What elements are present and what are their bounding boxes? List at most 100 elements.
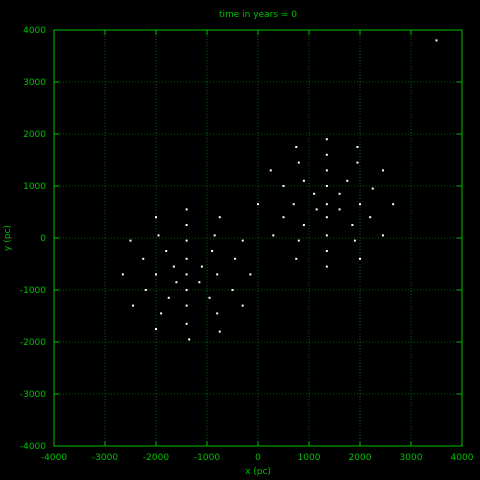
data-point-22: [315, 208, 318, 211]
data-point-45: [185, 239, 188, 242]
x-tick-label-6: 2000: [349, 453, 372, 463]
data-point-34: [325, 250, 328, 252]
data-point-39: [155, 216, 157, 219]
data-point-43: [213, 234, 216, 237]
data-point-6: [356, 161, 359, 164]
data-point-3: [295, 146, 298, 148]
y-tick-label-5: 1000: [23, 182, 46, 192]
x-tick-label-2: -2000: [143, 453, 169, 463]
x-tick-label-8: 4000: [451, 453, 474, 463]
data-point-30: [325, 234, 328, 237]
data-point-21: [392, 203, 395, 206]
data-point-17: [257, 203, 259, 206]
data-point-69: [160, 312, 163, 315]
x-tick-label-1: -3000: [92, 453, 118, 463]
data-point-12: [282, 185, 285, 187]
y-tick-label-4: 0: [40, 234, 46, 244]
data-points: [121, 39, 438, 341]
data-point-49: [142, 257, 145, 260]
data-point-36: [359, 257, 361, 260]
data-point-58: [249, 273, 252, 276]
x-tick-label-4: 0: [255, 453, 261, 463]
data-point-72: [155, 328, 157, 330]
data-point-33: [353, 239, 356, 242]
data-point-19: [325, 203, 328, 206]
y-tick-label-0: -4000: [20, 442, 46, 452]
data-point-20: [359, 203, 361, 206]
x-axis-label: x (pc): [245, 467, 271, 477]
data-point-11: [346, 179, 349, 182]
data-point-66: [132, 304, 135, 307]
data-point-1: [325, 138, 328, 141]
data-point-46: [241, 239, 244, 242]
data-point-64: [167, 296, 170, 299]
data-point-56: [185, 273, 188, 276]
data-point-57: [216, 273, 219, 276]
data-point-18: [292, 203, 295, 206]
data-point-44: [129, 239, 132, 242]
data-point-10: [302, 179, 305, 182]
data-point-15: [313, 192, 316, 195]
data-point-60: [198, 281, 201, 284]
data-point-48: [211, 250, 214, 252]
y-tick-label-2: -2000: [20, 338, 46, 348]
data-point-61: [144, 289, 147, 291]
data-point-14: [371, 187, 374, 190]
chart-title: time in years = 0: [219, 10, 297, 20]
data-point-8: [269, 169, 272, 172]
data-point-62: [185, 289, 188, 291]
data-point-31: [381, 234, 384, 237]
data-point-71: [185, 322, 188, 325]
data-point-16: [338, 192, 341, 195]
data-point-68: [241, 304, 244, 307]
data-point-52: [172, 265, 175, 268]
x-tick-label-7: 3000: [400, 453, 423, 463]
data-point-65: [208, 296, 211, 299]
data-point-51: [234, 257, 237, 260]
data-point-29: [272, 234, 275, 237]
data-point-67: [185, 304, 188, 307]
data-point-50: [185, 257, 188, 260]
grid-lines: [54, 30, 462, 446]
data-point-27: [302, 224, 305, 226]
y-tick-label-1: -3000: [20, 390, 46, 400]
data-point-35: [295, 257, 298, 260]
y-axis-label: y (pc): [3, 225, 13, 251]
data-point-59: [175, 281, 178, 284]
data-point-4: [325, 153, 328, 156]
data-point-28: [351, 224, 354, 226]
data-point-41: [185, 224, 188, 226]
data-point-74: [188, 338, 191, 341]
data-point-0: [435, 39, 438, 42]
data-point-40: [218, 216, 221, 219]
data-point-25: [325, 216, 328, 219]
x-tick-label-5: 1000: [298, 453, 321, 463]
x-tick-label-3: -1000: [194, 453, 220, 463]
data-point-37: [325, 265, 328, 268]
data-point-73: [218, 330, 221, 333]
data-point-24: [282, 216, 285, 219]
data-point-55: [155, 273, 157, 276]
y-tick-label-7: 3000: [23, 78, 46, 88]
data-point-63: [231, 289, 234, 291]
data-point-2: [356, 146, 359, 148]
y-tick-label-8: 4000: [23, 26, 46, 36]
data-point-26: [369, 216, 372, 219]
data-point-53: [200, 265, 203, 268]
data-point-23: [338, 208, 341, 211]
data-point-54: [121, 273, 124, 276]
axis-ticks: -4000 -3000 -2000 -1000 0 1000 2000 3000 4000 -40…: [20, 26, 474, 463]
data-point-32: [297, 239, 300, 242]
data-point-38: [185, 208, 188, 211]
data-point-47: [165, 250, 168, 252]
x-tick-label-0: -4000: [41, 453, 67, 463]
data-point-5: [297, 161, 300, 164]
data-point-9: [381, 169, 384, 172]
data-point-13: [325, 185, 328, 187]
y-tick-label-3: -1000: [20, 286, 46, 296]
y-tick-label-6: 2000: [23, 130, 46, 140]
data-point-42: [157, 234, 160, 237]
data-point-7: [325, 169, 328, 172]
